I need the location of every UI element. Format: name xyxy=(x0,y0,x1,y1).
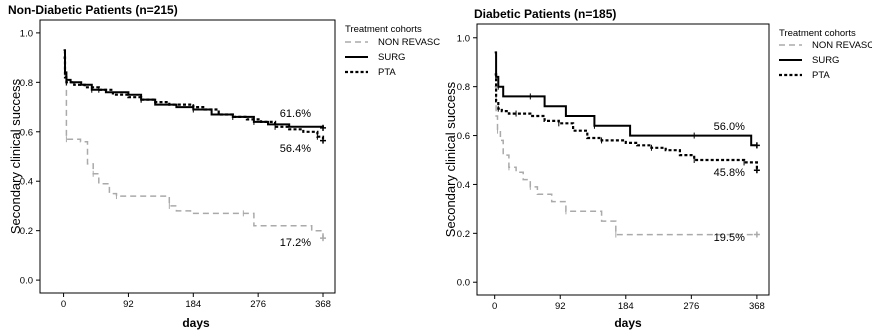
data-label: 56.0% xyxy=(714,121,745,133)
legend-title: Treatment cohorts xyxy=(779,28,856,39)
end-marker xyxy=(753,167,760,174)
y-axis-label: Secondary clinical success xyxy=(8,78,23,234)
y-tick-label: 0.4 xyxy=(457,180,470,191)
x-tick-label: 184 xyxy=(185,299,201,310)
y-tick-label: 0.0 xyxy=(20,276,33,287)
y-tick-label: 0.0 xyxy=(457,278,470,289)
end-marker xyxy=(320,137,327,144)
y-tick-label: 0.6 xyxy=(457,131,470,142)
data-label: 19.5% xyxy=(714,232,745,244)
x-axis-label: days xyxy=(182,316,210,330)
y-tick-label: 0.6 xyxy=(20,127,33,138)
x-tick-label: 276 xyxy=(683,301,699,312)
data-label: 61.6% xyxy=(280,108,311,120)
y-tick-label: 1.0 xyxy=(457,33,470,44)
x-tick-label: 0 xyxy=(492,301,497,312)
end-marker xyxy=(753,142,760,149)
plot-frame xyxy=(476,23,770,296)
x-tick-label: 92 xyxy=(123,299,134,310)
chart-panel-1: Non-Diabetic Patients (n=215) 0.0 0.2 0.4 0.… xyxy=(8,3,440,330)
legend: Treatment cohorts NON REVASC SURG PTA xyxy=(345,24,440,78)
end-marker xyxy=(320,124,327,131)
series-line-surg xyxy=(494,51,757,147)
legend-entry: NON REVASC xyxy=(812,40,872,51)
x-tick-label: 184 xyxy=(618,301,634,312)
x-tick-label: 368 xyxy=(749,301,765,312)
chart-panel-2: Diabetic Patients (n=185) 0.0 0.2 0.4 0.6 0.8… xyxy=(443,7,872,330)
series-line-non-revasc xyxy=(494,85,757,236)
legend-entry: SURG xyxy=(812,55,839,66)
data-label: 56.4% xyxy=(280,143,311,155)
legend-entry: NON REVASC xyxy=(378,37,440,48)
y-tick-label: 0.4 xyxy=(20,177,33,188)
x-tick-label: 276 xyxy=(250,299,266,310)
y-axis-label: Secondary clinical success xyxy=(443,81,458,237)
data-label: 17.2% xyxy=(280,237,311,249)
y-tick-label: 0.2 xyxy=(457,229,470,240)
chart-title: Non-Diabetic Patients (n=215) xyxy=(8,3,178,17)
y-tick-label: 1.0 xyxy=(20,28,33,39)
series-line-pta xyxy=(63,56,325,141)
plot-frame xyxy=(39,19,336,294)
legend-title: Treatment cohorts xyxy=(345,24,422,35)
legend-entry: PTA xyxy=(812,70,830,81)
chart-title: Diabetic Patients (n=185) xyxy=(474,7,616,21)
x-axis-label: days xyxy=(614,316,642,330)
y-tick-label: 0.8 xyxy=(20,78,33,89)
x-tick-label: 92 xyxy=(555,301,566,312)
y-tick-label: 0.8 xyxy=(457,82,470,93)
end-marker xyxy=(753,231,760,238)
legend-entry: SURG xyxy=(378,52,405,63)
end-marker xyxy=(320,235,327,242)
x-tick-label: 368 xyxy=(315,299,331,310)
data-label: 45.8% xyxy=(714,167,745,179)
y-tick-label: 0.2 xyxy=(20,226,33,237)
legend-entry: PTA xyxy=(378,67,396,78)
x-tick-label: 0 xyxy=(61,299,66,310)
